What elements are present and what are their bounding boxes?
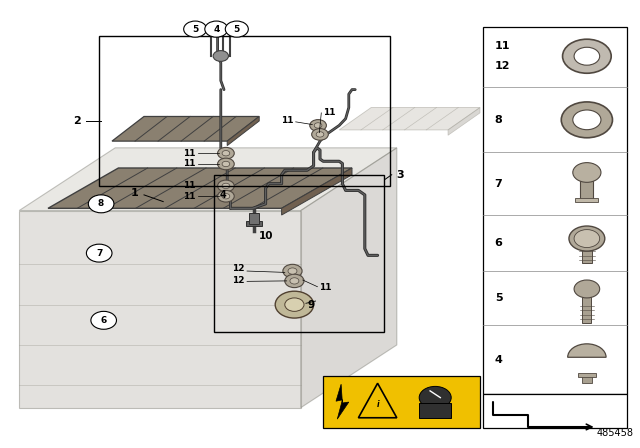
Text: 5: 5 bbox=[495, 293, 502, 303]
Text: 11: 11 bbox=[183, 181, 196, 190]
Bar bbox=[582, 375, 592, 383]
Circle shape bbox=[312, 129, 328, 140]
Text: 10: 10 bbox=[259, 231, 273, 241]
Circle shape bbox=[275, 291, 314, 318]
Text: 11: 11 bbox=[280, 116, 293, 125]
Polygon shape bbox=[112, 116, 259, 141]
Circle shape bbox=[222, 194, 230, 199]
Text: i: i bbox=[376, 400, 379, 409]
Text: 9: 9 bbox=[307, 300, 314, 310]
Bar bbox=[582, 237, 592, 263]
Bar bbox=[580, 172, 593, 201]
Bar bbox=[246, 221, 262, 226]
Bar bbox=[249, 213, 259, 224]
Bar bbox=[214, 175, 384, 332]
Circle shape bbox=[222, 183, 230, 189]
Text: 5: 5 bbox=[192, 25, 198, 34]
Circle shape bbox=[285, 298, 304, 311]
Text: 485458: 485458 bbox=[596, 428, 634, 438]
Bar bbox=[99, 36, 390, 186]
Circle shape bbox=[184, 21, 207, 37]
Circle shape bbox=[222, 161, 230, 167]
Polygon shape bbox=[19, 211, 301, 408]
Polygon shape bbox=[339, 108, 480, 130]
Circle shape bbox=[290, 278, 299, 284]
Text: 12: 12 bbox=[232, 276, 244, 284]
Text: 8: 8 bbox=[495, 115, 502, 125]
Circle shape bbox=[314, 123, 322, 128]
Text: 11: 11 bbox=[323, 108, 336, 116]
Text: 11: 11 bbox=[183, 149, 196, 158]
Circle shape bbox=[86, 244, 112, 262]
Bar bbox=[483, 394, 627, 428]
Bar bbox=[578, 373, 596, 377]
Text: 7: 7 bbox=[495, 179, 502, 189]
Circle shape bbox=[283, 264, 302, 278]
Polygon shape bbox=[448, 108, 480, 135]
Polygon shape bbox=[282, 168, 352, 215]
Text: 4: 4 bbox=[495, 354, 502, 365]
Wedge shape bbox=[568, 344, 606, 358]
Text: 11: 11 bbox=[319, 283, 332, 292]
Circle shape bbox=[218, 180, 234, 192]
Circle shape bbox=[218, 158, 234, 170]
Text: 11: 11 bbox=[183, 159, 196, 168]
Circle shape bbox=[563, 39, 611, 73]
Circle shape bbox=[88, 195, 114, 213]
Circle shape bbox=[310, 120, 326, 131]
Text: 6: 6 bbox=[100, 316, 107, 325]
Bar bbox=[483, 27, 627, 394]
Circle shape bbox=[419, 386, 451, 409]
Bar bbox=[575, 198, 598, 202]
Text: 11: 11 bbox=[495, 41, 510, 52]
Bar bbox=[582, 288, 591, 323]
Polygon shape bbox=[48, 168, 352, 208]
Text: 12: 12 bbox=[495, 61, 510, 71]
Circle shape bbox=[222, 151, 230, 156]
Text: 5: 5 bbox=[234, 25, 240, 34]
Circle shape bbox=[285, 274, 304, 288]
Text: 11: 11 bbox=[183, 192, 196, 201]
Text: 12: 12 bbox=[232, 264, 244, 273]
Circle shape bbox=[213, 51, 228, 61]
Text: 8: 8 bbox=[98, 199, 104, 208]
Polygon shape bbox=[336, 384, 349, 419]
Circle shape bbox=[316, 132, 324, 137]
Circle shape bbox=[574, 47, 600, 65]
Circle shape bbox=[91, 311, 116, 329]
Circle shape bbox=[573, 110, 601, 130]
Text: 2: 2 bbox=[73, 116, 81, 126]
Circle shape bbox=[574, 280, 600, 298]
Polygon shape bbox=[227, 116, 259, 146]
Bar bbox=[323, 376, 480, 428]
Text: 7: 7 bbox=[96, 249, 102, 258]
Bar bbox=[419, 403, 451, 418]
Text: 1: 1 bbox=[131, 188, 138, 198]
Circle shape bbox=[574, 229, 600, 247]
Circle shape bbox=[573, 163, 601, 182]
Polygon shape bbox=[358, 383, 397, 418]
Circle shape bbox=[225, 21, 248, 37]
Circle shape bbox=[218, 190, 234, 202]
Text: 3: 3 bbox=[396, 170, 404, 180]
Circle shape bbox=[218, 147, 234, 159]
Text: 4: 4 bbox=[220, 190, 226, 200]
Circle shape bbox=[561, 102, 612, 138]
Text: 6: 6 bbox=[495, 238, 502, 248]
Circle shape bbox=[288, 268, 297, 274]
Polygon shape bbox=[301, 148, 397, 408]
Circle shape bbox=[205, 21, 228, 37]
Text: 4: 4 bbox=[213, 25, 220, 34]
Polygon shape bbox=[19, 148, 397, 211]
Circle shape bbox=[569, 226, 605, 251]
